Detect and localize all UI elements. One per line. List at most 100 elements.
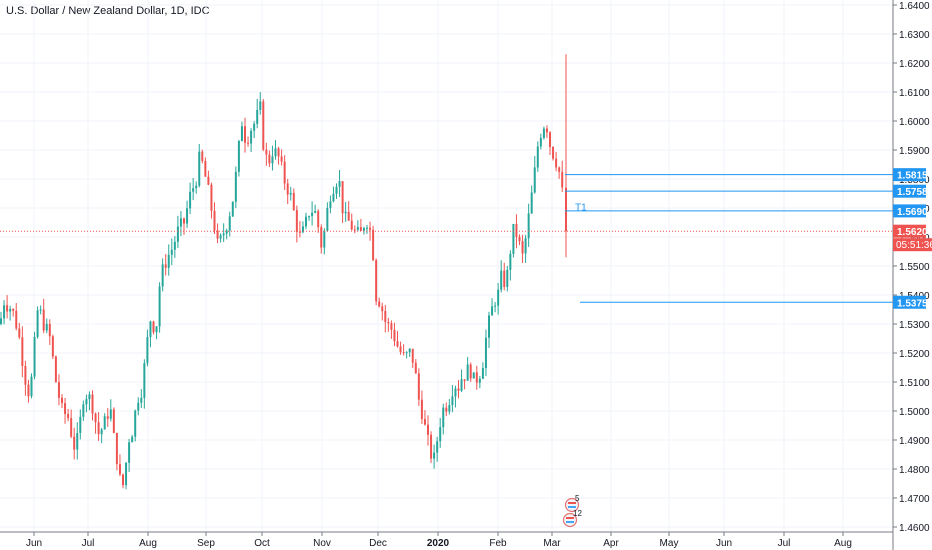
candle — [219, 233, 222, 243]
candle — [9, 305, 12, 321]
candle — [21, 326, 24, 378]
candle — [356, 220, 359, 232]
x-tick-label: Jun — [26, 538, 42, 549]
candle — [558, 166, 561, 179]
candle — [439, 417, 442, 448]
candle — [494, 301, 497, 313]
candle — [277, 146, 280, 165]
candle — [448, 399, 451, 415]
candle — [295, 205, 298, 243]
candle — [378, 297, 381, 308]
candle — [475, 365, 478, 390]
candle — [131, 434, 134, 443]
candle — [247, 136, 250, 147]
candle — [250, 128, 253, 153]
level-price-label: 1.5690 — [893, 204, 928, 218]
candle — [146, 329, 149, 367]
candle — [234, 166, 237, 209]
candle — [109, 399, 112, 422]
candle — [341, 181, 344, 223]
candle — [118, 454, 121, 477]
y-tick-label: 1.4700 — [899, 494, 930, 505]
candle — [274, 140, 277, 160]
candle — [100, 427, 103, 444]
chart-title: U.S. Dollar / New Zealand Dollar, 1D, ID… — [6, 5, 210, 17]
candle — [12, 308, 15, 317]
candle — [201, 149, 204, 164]
candle — [387, 317, 390, 332]
candle — [15, 303, 18, 331]
current-candle — [565, 54, 567, 258]
candle — [39, 305, 42, 315]
y-tick-label: 1.4800 — [899, 465, 930, 476]
candle — [195, 181, 198, 194]
candle — [170, 238, 173, 266]
candle — [451, 385, 454, 413]
svg-text:1.5758: 1.5758 — [897, 187, 928, 198]
level-price-label: 1.5815 — [893, 168, 928, 182]
candle — [94, 412, 97, 434]
x-tick-label: May — [660, 538, 679, 549]
candle — [500, 260, 503, 293]
candle — [539, 133, 542, 150]
candle — [271, 145, 274, 171]
candle — [381, 302, 384, 321]
candle — [463, 379, 466, 390]
x-tick-label: Jul — [778, 538, 791, 549]
candle — [253, 121, 256, 139]
candle — [179, 211, 182, 237]
candle — [454, 385, 457, 408]
candle — [36, 306, 39, 339]
x-tick-label: Nov — [313, 538, 331, 549]
candle — [45, 318, 48, 334]
candle — [225, 228, 228, 240]
candle — [259, 92, 262, 115]
bar-countdown: 05:51:36 — [893, 238, 932, 252]
candle — [155, 326, 158, 340]
candle — [189, 182, 192, 215]
candle — [216, 223, 219, 244]
candle — [222, 223, 225, 242]
candle — [240, 121, 243, 142]
y-tick-label: 1.5500 — [899, 262, 930, 273]
candle — [204, 157, 207, 177]
candle — [244, 117, 246, 153]
flag-icon[interactable]: 12 — [562, 509, 583, 528]
candle — [268, 150, 271, 168]
y-tick-label: 1.4900 — [899, 436, 930, 447]
y-tick-label: 1.5900 — [899, 146, 930, 157]
candle — [70, 409, 73, 439]
flag-icon[interactable]: 5 — [564, 494, 581, 513]
candle — [533, 155, 536, 194]
candle — [152, 320, 155, 335]
candle — [30, 373, 33, 399]
candle — [433, 444, 436, 469]
candle — [231, 201, 234, 218]
svg-text:1.5375: 1.5375 — [897, 298, 928, 309]
candle — [192, 178, 195, 201]
y-tick-label: 1.6000 — [899, 117, 930, 128]
candle — [445, 402, 448, 417]
event-count: 12 — [573, 509, 582, 518]
candle — [256, 98, 259, 129]
candle — [198, 143, 201, 188]
candle — [27, 379, 30, 403]
candle — [542, 126, 545, 140]
price-labels: 1.5815 1.5758 1.5690 1.5375 1.5620 05:51:36 — [893, 168, 932, 309]
candle — [326, 202, 329, 232]
candle — [521, 234, 524, 263]
candle — [460, 369, 463, 392]
x-tick-label: Jun — [716, 538, 732, 549]
candle — [85, 394, 88, 413]
candle — [207, 170, 210, 186]
candle — [399, 341, 402, 355]
candle — [436, 436, 439, 462]
event-markers[interactable]: 5 12 — [562, 494, 583, 528]
candle — [54, 355, 57, 383]
candle — [320, 224, 323, 254]
candle — [503, 262, 506, 291]
candle — [417, 368, 420, 407]
candle — [298, 221, 301, 238]
candle — [414, 359, 417, 374]
